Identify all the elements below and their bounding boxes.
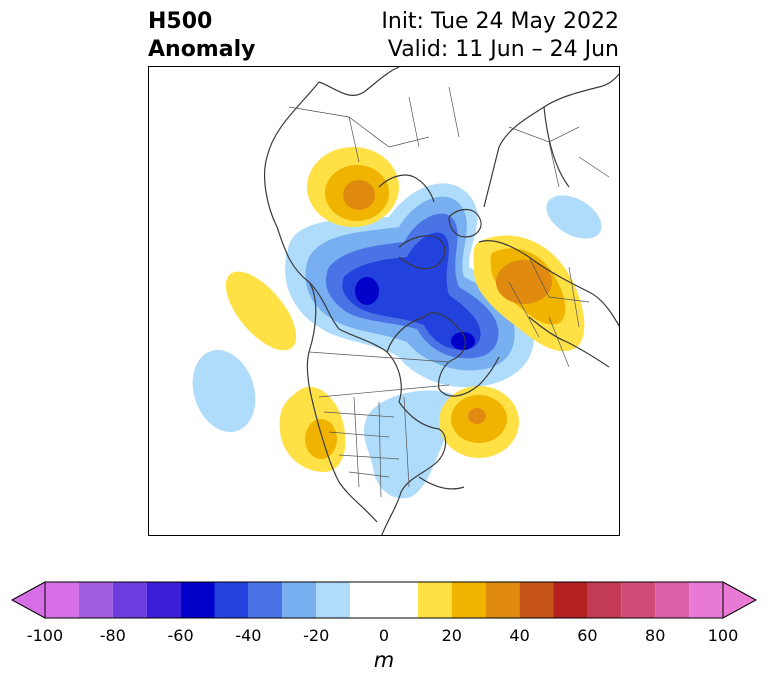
colorbar-cell: [350, 582, 418, 618]
init-date: Init: Tue 24 May 2022: [381, 9, 619, 34]
colorbar-tick-label: -100: [26, 626, 64, 645]
colorbar-unit: m: [373, 648, 395, 672]
title-variable: H500: [148, 9, 213, 34]
anomaly-map: [192, 67, 619, 535]
anomaly-western-us-high: [279, 386, 346, 472]
colorbar-extend-low: [10, 581, 46, 619]
map-panel: [148, 66, 620, 536]
anomaly-ne-pacific-high: [225, 271, 297, 351]
colorbar-tick-label: -60: [167, 626, 194, 645]
colorbar-tick-label: -40: [235, 626, 262, 645]
colorbar-cell: [689, 582, 723, 618]
title-left: H500 Anomaly: [148, 8, 255, 64]
colorbar-tick-label: 80: [645, 626, 666, 645]
colorbar-cell: [45, 582, 79, 618]
anomaly-arctic-low: [285, 183, 534, 388]
coastlines: [264, 67, 619, 535]
colorbar-cell: [451, 582, 486, 618]
colorbar-cell: [282, 582, 317, 618]
anomaly-eastern-us-low: [363, 390, 460, 499]
colorbar-tick-label: 40: [509, 626, 530, 645]
anomaly-pacific-low: [192, 349, 256, 433]
anomaly-ne-siberia-low: [546, 195, 602, 239]
colorbar-tick-label: 20: [441, 626, 462, 645]
colorbar-tick-label: -80: [99, 626, 126, 645]
colorbar-cell: [316, 582, 351, 618]
colorbar-tick-label: 0: [378, 626, 390, 645]
colorbar-cell: [553, 582, 588, 618]
colorbar-cell: [587, 582, 622, 618]
colorbar-cell: [78, 582, 113, 618]
colorbar-cell: [621, 582, 656, 618]
colorbar-frame: [44, 581, 724, 619]
title-right: Init: Tue 24 May 2022 Valid: 11 Jun – 24…: [381, 8, 619, 64]
colorbar-cell: [417, 582, 452, 618]
colorbar-tick-label: 60: [577, 626, 598, 645]
colorbar-cell: [248, 582, 283, 618]
colorbar-cell: [112, 582, 147, 618]
colorbar-cell: [485, 582, 520, 618]
colorbar-tick-label: -20: [303, 626, 330, 645]
colorbar-cell: [655, 582, 690, 618]
colorbar-extend-high: [722, 581, 758, 619]
colorbar-cell: [214, 582, 249, 618]
colorbar: [10, 581, 758, 619]
valid-period: Valid: 11 Jun – 24 Jun: [387, 37, 619, 62]
colorbar-cell: [519, 582, 554, 618]
colorbar-cell: [180, 582, 215, 618]
title-quantity: Anomaly: [148, 37, 256, 62]
colorbar-cell: [146, 582, 181, 618]
anomaly-alaska-high: [307, 147, 399, 227]
anomaly-atlantic-high: [439, 386, 519, 458]
political-borders: [288, 86, 610, 498]
colorbar-tick-label: 100: [707, 626, 739, 645]
anomaly-siberia-high: [473, 235, 585, 352]
